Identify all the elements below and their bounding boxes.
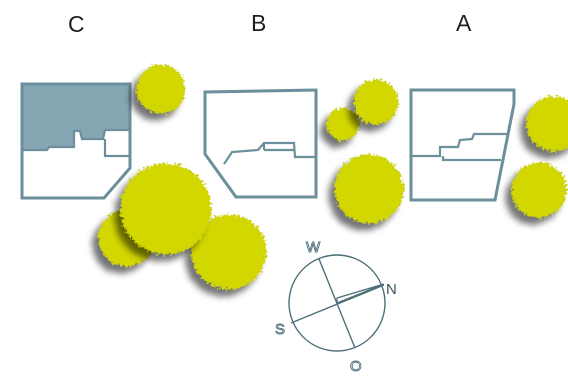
plot-label-b: B: [251, 10, 266, 36]
plot-c-outline: [20, 82, 132, 200]
compass: W S N O: [275, 239, 397, 376]
plot-label-a: A: [456, 10, 472, 36]
plot-c-boundary-line: [22, 128, 130, 158]
compass-label-south: S: [275, 321, 285, 338]
tree-b-bottom-canopy: [333, 153, 405, 225]
plot-b-boundary-line: [223, 141, 318, 165]
compass-north-arrow: [336, 283, 385, 304]
tree-a-top-canopy: [525, 95, 568, 153]
tree-b-top: [352, 78, 400, 126]
compass-circle: [288, 254, 386, 352]
tree-c-large: [119, 162, 213, 256]
plot-a-outline: [409, 88, 516, 202]
plot-a: [409, 88, 516, 202]
tree-a-bottom-canopy: [510, 161, 568, 219]
plot-a-boundary-line: [411, 132, 507, 162]
tree-c-bottom-right: [190, 213, 268, 291]
compass-label-east: O: [350, 358, 362, 375]
plot-c: [20, 82, 132, 200]
compass-label-west: W: [306, 239, 321, 256]
compass-label-north: N: [386, 281, 397, 298]
tree-c-top-canopy: [135, 63, 187, 115]
tree-b-small-canopy: [325, 106, 361, 142]
tree-c-large-canopy: [119, 162, 213, 256]
tree-b-small: [325, 106, 361, 142]
tree-c-bottom-right-canopy: [190, 213, 268, 291]
trees-group: [97, 63, 568, 291]
tree-a-top: [525, 95, 568, 153]
plot-label-c: C: [68, 11, 85, 37]
tree-b-bottom: [333, 153, 405, 225]
compass-axis-sn: [290, 284, 385, 324]
tree-a-bottom: [510, 161, 568, 219]
tree-c-top: [135, 63, 187, 115]
plot-c-shaded-area: [22, 84, 130, 150]
plot-b: [203, 88, 318, 199]
tree-b-top-canopy: [352, 78, 400, 126]
plot-b-outline: [203, 88, 318, 199]
